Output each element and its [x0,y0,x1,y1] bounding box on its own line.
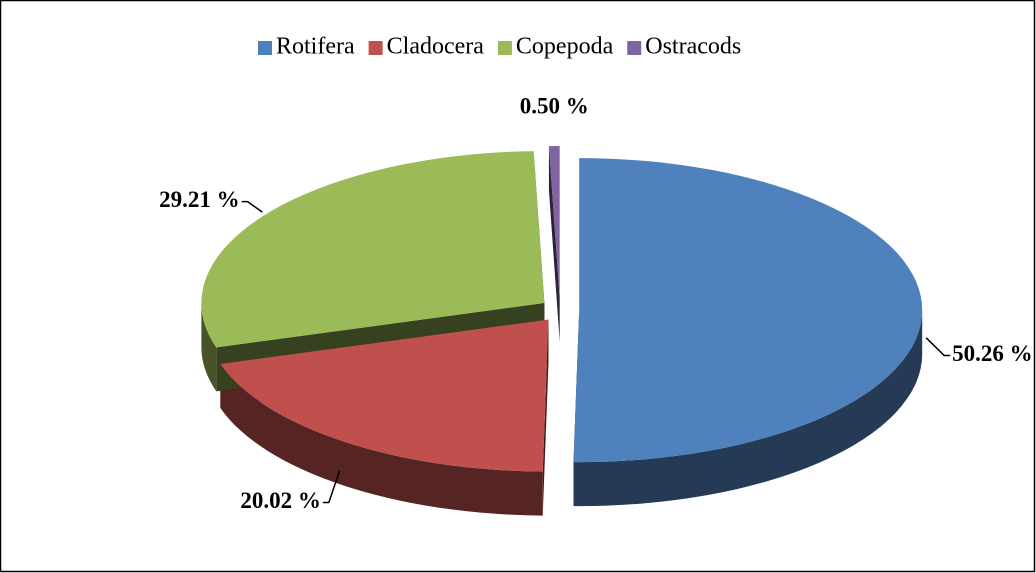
legend-swatch [368,41,383,55]
slice-side [201,303,217,392]
slice-side [573,310,923,507]
slice [548,146,560,299]
leader-line [322,470,341,504]
legend-swatch [258,41,272,55]
slice-tops [201,146,923,472]
slice-cut-face [548,146,560,343]
slice [573,158,923,463]
labels: 50.26 % 20.02 % 29.21 % 0.50 % [159,93,1033,513]
legend-swatch [497,41,512,55]
value-label: 20.02 % [240,488,321,513]
leader-line [241,200,263,213]
slice-cut-face [542,319,549,516]
legend-text: Rotifera [276,34,355,60]
legend-text: Ostracods [645,34,741,60]
legend-text: Copepoda [516,34,614,60]
value-label: 29.21 % [159,187,240,212]
leader-line [925,337,951,357]
slice-side [220,363,543,516]
legend-text: Cladocera [387,34,485,60]
slice [201,151,545,348]
slice [220,319,549,472]
value-label: 0.50 % [520,93,589,118]
legend-swatch [627,41,642,55]
value-label: 50.26 % [952,341,1033,366]
